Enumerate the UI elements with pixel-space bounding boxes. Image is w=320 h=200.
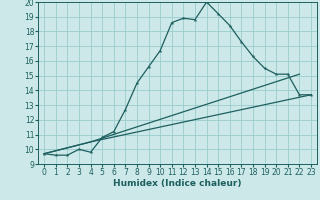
X-axis label: Humidex (Indice chaleur): Humidex (Indice chaleur) <box>113 179 242 188</box>
